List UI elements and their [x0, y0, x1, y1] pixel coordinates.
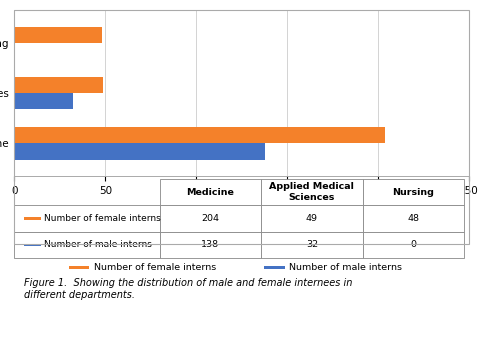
Text: 138: 138 [201, 240, 220, 249]
Bar [363, 205, 464, 232]
Text: 49: 49 [306, 214, 318, 223]
Text: Nursing: Nursing [392, 187, 434, 197]
Bar [14, 205, 160, 232]
Bar [14, 93, 72, 109]
Text: Number of female interns: Number of female interns [44, 214, 161, 223]
Bar [160, 232, 261, 258]
Text: Figure 1.  Showing the distribution of male and female internees in
different de: Figure 1. Showing the distribution of ma… [24, 278, 352, 300]
Bar [14, 77, 103, 93]
Bar [24, 217, 41, 220]
Bar [160, 205, 261, 232]
Text: 0: 0 [410, 240, 416, 249]
Bar [261, 205, 363, 232]
Bar [24, 244, 41, 246]
Text: 204: 204 [201, 214, 219, 223]
Text: Number of female interns: Number of female interns [94, 263, 216, 272]
Text: Medicine: Medicine [186, 187, 234, 197]
Bar [264, 266, 284, 269]
Text: 48: 48 [407, 214, 419, 223]
Bar [14, 27, 101, 43]
Bar [14, 127, 385, 143]
Text: Applied Medical
Sciences: Applied Medical Sciences [270, 182, 355, 202]
Bar [14, 232, 160, 258]
Text: 32: 32 [306, 240, 318, 249]
Text: Number of male interns: Number of male interns [44, 240, 152, 249]
Text: Number of male interns: Number of male interns [289, 263, 402, 272]
Bar [363, 232, 464, 258]
Bar [261, 232, 363, 258]
Bar [69, 266, 89, 269]
Bar [14, 143, 265, 160]
Bar [160, 179, 261, 205]
Bar [363, 179, 464, 205]
Bar [261, 179, 363, 205]
